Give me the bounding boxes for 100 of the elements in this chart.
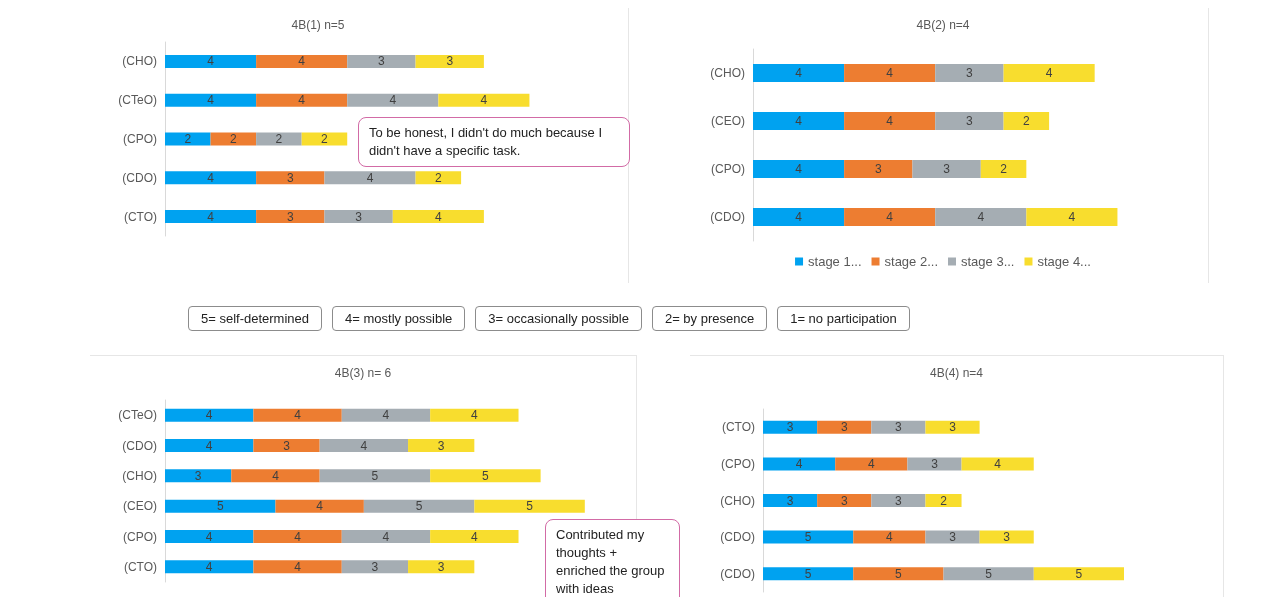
legend-label: stage 3...	[961, 254, 1015, 269]
y-tick-label: (CTeO)	[118, 408, 157, 423]
y-tick-label: (CDO)	[720, 566, 755, 581]
speech-bubble: Contributed my thoughts + enriched the group with ideas	[545, 519, 680, 597]
data-label: 3	[378, 54, 386, 69]
bar	[253, 530, 342, 543]
bar	[256, 54, 348, 68]
data-label: 3	[949, 420, 957, 435]
bar	[871, 420, 926, 434]
bar	[165, 469, 232, 483]
y-tick-label: (CTO)	[721, 420, 755, 435]
bar	[347, 54, 416, 68]
bar	[165, 530, 254, 543]
bar	[935, 208, 1027, 226]
bar	[1026, 208, 1118, 226]
data-label: 5	[216, 499, 224, 514]
bar	[753, 64, 845, 82]
bar	[935, 112, 1004, 130]
legend-label: stage 2...	[884, 254, 939, 269]
data-label: 4	[294, 529, 302, 544]
bar	[256, 93, 348, 107]
bar	[256, 171, 325, 185]
bar	[925, 420, 980, 434]
data-label: 4	[207, 54, 215, 69]
chart-title: 4B(3) n= 6	[334, 366, 392, 380]
text: 2= by presence	[651, 305, 768, 331]
bar	[430, 530, 519, 543]
chart-title: 4B(1) n=5	[291, 18, 345, 32]
bar	[275, 499, 364, 513]
data-label: 3	[786, 493, 794, 508]
bar	[753, 112, 845, 130]
data-label: 3	[437, 438, 445, 453]
bar	[979, 530, 1034, 544]
bar	[980, 160, 1027, 178]
bar	[341, 408, 431, 422]
bar	[763, 494, 818, 507]
y-tick-label: (CHO)	[720, 493, 755, 508]
data-label: 3	[966, 66, 974, 80]
data-label: 4	[205, 529, 213, 544]
data-label: 4	[382, 408, 390, 423]
bar	[763, 567, 854, 581]
bar	[763, 420, 818, 434]
data-label: 3	[895, 493, 903, 508]
data-label: 2	[434, 170, 442, 185]
data-label: 3	[966, 114, 974, 128]
data-label: 3	[943, 162, 951, 176]
bar	[253, 560, 342, 574]
bar	[363, 499, 475, 513]
bar	[231, 469, 320, 483]
bar	[408, 560, 475, 574]
bar	[324, 171, 416, 185]
data-label: 3	[446, 54, 454, 69]
bar	[256, 132, 302, 146]
bar	[165, 54, 257, 68]
y-tick-label: (CHO)	[710, 66, 745, 80]
data-label: 2	[1022, 114, 1030, 128]
bar	[165, 560, 254, 574]
data-label: 4	[207, 93, 215, 108]
bar	[210, 132, 257, 146]
data-label: 3	[1003, 530, 1011, 545]
data-label: 5	[1075, 566, 1083, 581]
data-label: 4	[886, 210, 894, 224]
text: 5= self-determined	[188, 305, 323, 331]
data-label: 4	[994, 456, 1002, 471]
data-label: 3	[437, 559, 445, 574]
y-tick-label: (CTeO)	[118, 93, 157, 108]
bar	[256, 210, 325, 224]
bar	[165, 499, 276, 513]
data-label: 3	[949, 530, 957, 545]
data-label: 4	[795, 162, 803, 176]
data-label: 5	[415, 499, 423, 514]
data-label: 4	[294, 559, 302, 574]
bar	[165, 439, 254, 452]
bar	[844, 208, 936, 226]
y-tick-label: (CDO)	[720, 530, 755, 545]
data-label: 2	[321, 132, 329, 146]
legend-label: stage 1...	[808, 254, 862, 269]
data-label: 2	[184, 132, 192, 146]
data-label: 3	[895, 420, 903, 435]
y-tick-label: (CDO)	[710, 210, 745, 224]
bar	[408, 439, 475, 452]
data-label: 5	[371, 468, 379, 483]
data-label: 5	[895, 566, 903, 581]
y-tick-label: (CHO)	[122, 54, 157, 69]
y-tick-label: (CPO)	[711, 162, 745, 176]
bar	[925, 494, 962, 507]
data-label: 3	[874, 162, 882, 176]
data-label: 4	[389, 93, 397, 108]
data-label: 4	[207, 209, 215, 224]
bar	[324, 210, 393, 224]
data-label: 5	[985, 566, 993, 581]
text: 4= mostly possible	[332, 305, 466, 331]
bar	[835, 457, 908, 471]
bar	[319, 469, 431, 483]
bar	[763, 530, 854, 544]
bar	[1003, 112, 1050, 130]
bar	[341, 530, 431, 543]
chart-title: 4B(2) n=4	[916, 18, 970, 32]
data-label: 3	[840, 493, 848, 508]
data-label: 3	[355, 209, 363, 224]
